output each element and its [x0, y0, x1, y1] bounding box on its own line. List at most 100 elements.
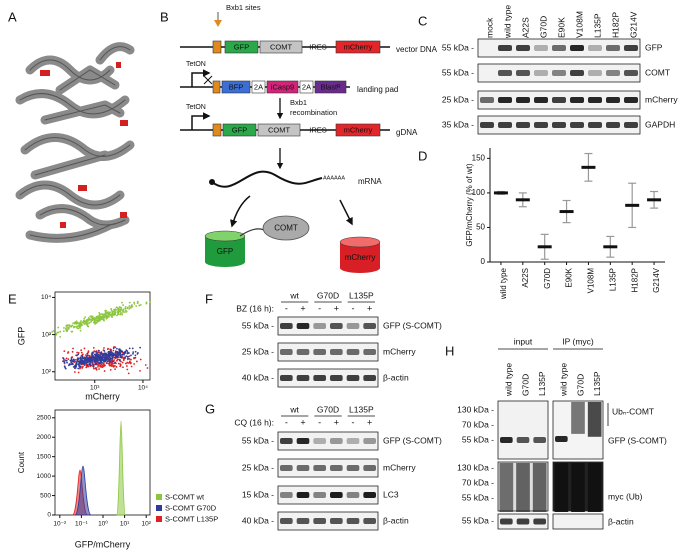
cell-dot — [135, 305, 138, 307]
sign: + — [367, 303, 372, 313]
blot — [277, 431, 379, 451]
protein-bottom — [205, 257, 245, 267]
construct-element — [335, 123, 381, 137]
protein-body — [262, 215, 310, 241]
cell-dot — [72, 365, 75, 368]
cell-dot — [105, 309, 108, 312]
cell-dot — [121, 312, 124, 314]
lane-label: G214V — [628, 11, 638, 38]
cell-dot — [119, 313, 122, 316]
cell-dot — [103, 370, 106, 372]
cell-dot — [113, 308, 115, 311]
cell-dot — [101, 318, 104, 321]
cell-dot — [107, 358, 110, 361]
panel-label: D — [418, 148, 427, 163]
x-axis-label: GFP/mCherry — [75, 539, 131, 549]
cell-dot — [119, 306, 122, 309]
cell-dot — [128, 355, 131, 358]
cell-dot — [111, 357, 114, 359]
band — [363, 349, 376, 355]
ribbon-edge — [19, 184, 121, 206]
sign: - — [352, 417, 355, 427]
group-label: G70D — [317, 404, 339, 414]
cell-dot — [78, 325, 80, 328]
band — [516, 97, 530, 103]
cell-dot — [121, 350, 123, 353]
band — [516, 45, 530, 51]
cell-dot — [115, 366, 118, 368]
group-label: L135P — [349, 404, 374, 414]
band — [346, 349, 360, 355]
cell-dot — [138, 304, 141, 307]
protein-label: mCherry — [645, 94, 678, 104]
cell-dot — [116, 310, 119, 313]
sign: - — [285, 303, 288, 313]
mrna — [211, 170, 323, 188]
band — [296, 465, 310, 471]
element-label: COMT — [270, 42, 292, 51]
band — [280, 465, 293, 471]
sign: + — [300, 417, 305, 427]
cell-dot — [104, 358, 107, 361]
cell-dot — [121, 313, 123, 316]
cell-dot — [63, 361, 66, 364]
cell-dot — [106, 356, 109, 359]
cell-dot — [77, 363, 80, 366]
cell-dot — [119, 365, 122, 368]
band — [552, 97, 566, 103]
cell-dot — [129, 361, 132, 364]
cell-dot — [125, 362, 127, 365]
cell-dot — [104, 313, 106, 315]
marker-label: 55 kDa - — [462, 492, 494, 502]
cell-dot — [77, 357, 80, 360]
ribbon-edge — [29, 224, 111, 239]
mutation-site — [120, 120, 128, 126]
cell-dot — [108, 353, 111, 355]
ribbon — [25, 220, 115, 243]
cell-dot — [114, 313, 117, 315]
lane-label: L135P — [592, 371, 602, 396]
band — [624, 45, 638, 51]
band — [296, 349, 310, 355]
x-tick-label: 10⁰ — [98, 520, 108, 528]
group-label: wt — [289, 290, 299, 300]
cell-dot — [137, 351, 139, 354]
cell-dot — [87, 365, 90, 368]
cell-dot — [124, 307, 127, 310]
protein-label: β-actin — [383, 372, 409, 382]
cell-dot — [74, 358, 77, 361]
cell-dot — [71, 362, 74, 365]
cell-dot — [91, 362, 94, 364]
marker-label: 55 kDa - — [462, 434, 494, 444]
marker-label: 70 kDa - — [462, 477, 494, 487]
label: Bxb1 sites — [226, 3, 261, 12]
sign: + — [334, 303, 339, 313]
cell-dot — [72, 322, 75, 325]
cell-dot — [122, 352, 125, 355]
cell-dot — [100, 355, 103, 358]
cell-dot — [126, 355, 129, 358]
band — [346, 438, 360, 444]
cell-dot — [62, 357, 65, 360]
marker-label: 25 kDa - — [442, 94, 474, 104]
y-tick-label: 0 — [47, 512, 51, 519]
band — [313, 323, 326, 329]
cell-dot — [91, 363, 94, 366]
band — [498, 70, 512, 76]
label: landing pad — [357, 85, 398, 94]
cell-dot — [91, 355, 94, 358]
cell-dot — [101, 315, 104, 318]
cell-dot — [86, 361, 89, 363]
marker-label: 40 kDa - — [242, 372, 274, 382]
cell-dot — [145, 301, 148, 304]
cell-dot — [136, 300, 139, 303]
cell-dot — [69, 359, 72, 362]
cell-dot — [127, 372, 130, 375]
cell-dot — [125, 365, 128, 367]
band — [313, 465, 326, 471]
smear — [571, 463, 585, 512]
cell-dot — [84, 321, 87, 324]
band — [624, 97, 638, 103]
y-axis-label: GFP — [16, 327, 26, 346]
protein-label: mCherry — [383, 462, 416, 472]
